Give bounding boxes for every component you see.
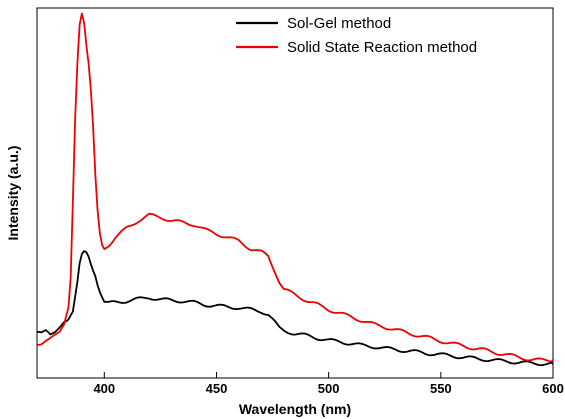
- x-axis-tick-labels: 400 450 500 550 600: [93, 381, 563, 396]
- x-tick-label-450: 450: [206, 381, 228, 396]
- x-tick-label-550: 550: [430, 381, 452, 396]
- x-tick-label-600: 600: [542, 381, 564, 396]
- legend-label-sol-gel: Sol-Gel method: [287, 15, 391, 32]
- x-tick-label-400: 400: [93, 381, 115, 396]
- x-axis-ticks: [103, 372, 554, 378]
- x-axis-title: Wavelength (nm): [239, 401, 351, 417]
- legend: Sol-Gel method Solid State Reaction meth…: [236, 15, 477, 56]
- legend-label-solid-state: Solid State Reaction method: [287, 39, 477, 56]
- x-tick-label-500: 500: [318, 381, 340, 396]
- series-line-solid-state: [36, 12, 554, 363]
- series-layer: [36, 12, 554, 367]
- plot-frame: [36, 7, 554, 379]
- series-line-sol-gel: [36, 250, 554, 367]
- y-axis-title: Intensity (a.u.): [5, 146, 21, 241]
